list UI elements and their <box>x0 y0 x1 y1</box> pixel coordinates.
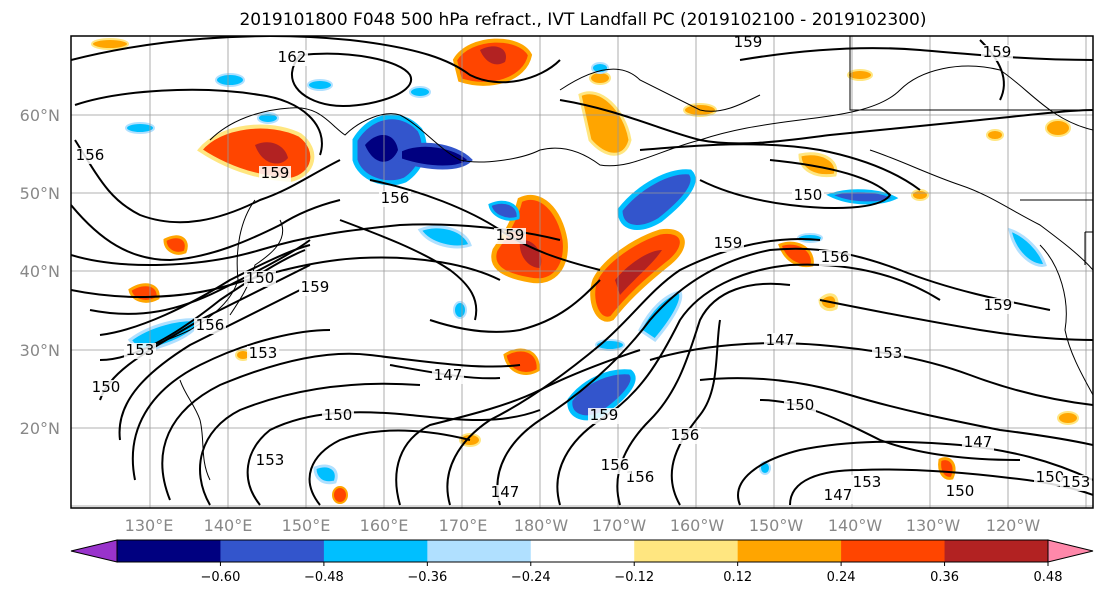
contour-label: 150 <box>1036 468 1065 486</box>
contour-label: 150 <box>246 269 275 287</box>
contour-label: 156 <box>76 146 105 164</box>
negative-anomaly <box>1008 227 1047 267</box>
contour-label: 153 <box>853 473 882 491</box>
contour-label: 156 <box>601 456 630 474</box>
longitude-label: 180°W <box>514 516 569 535</box>
longitude-label: 140°E <box>204 516 253 535</box>
colorbar-extend-high <box>1047 539 1094 563</box>
colorbar-tick-label: −0.12 <box>614 570 654 585</box>
longitude-label: 160°W <box>670 516 725 535</box>
colorbar-box <box>117 540 221 562</box>
coastlines <box>129 36 1093 481</box>
contour-label: 153 <box>126 341 155 359</box>
colorbar-tick-label: 0.48 <box>1034 570 1063 585</box>
negative-anomaly <box>488 200 520 221</box>
longitude-label: 150°W <box>749 516 804 535</box>
latitude-label: 20°N <box>20 419 60 438</box>
contour-label: 159 <box>590 406 619 424</box>
positive-anomaly <box>163 235 188 255</box>
contour-label: 159 <box>984 296 1013 314</box>
contour-label: 153 <box>249 344 278 362</box>
longitude-label: 130°E <box>125 516 174 535</box>
latitude-label: 30°N <box>20 341 60 360</box>
longitude-labels: 130°E 140°E 150°E 160°E 170°E 180°W 170°W 160°W… <box>125 516 1041 535</box>
latitude-label: 60°N <box>20 106 60 125</box>
colorbar-box <box>737 540 842 562</box>
contour-label: 156 <box>821 248 850 266</box>
latitude-labels: 60°N 50°N 40°N 30°N 20°N <box>20 106 60 438</box>
longitude-label: 120°W <box>986 516 1041 535</box>
negative-anomaly <box>398 142 473 170</box>
longitude-label: 130°W <box>906 516 961 535</box>
contour-label: 156 <box>381 189 410 207</box>
colorbar-box <box>634 540 739 562</box>
contour-label: 159 <box>714 234 743 252</box>
map-frame <box>70 35 1094 509</box>
positive-anomaly <box>578 91 632 156</box>
contour-lines <box>71 36 1093 506</box>
contour-label: 150 <box>92 378 121 396</box>
contour-label: 156 <box>626 468 655 486</box>
shaded-anomalies <box>91 38 1079 504</box>
colorbar-tick-label: 0.24 <box>827 570 856 585</box>
positive-anomaly <box>938 457 956 480</box>
longitude-label: 170°W <box>592 516 647 535</box>
colorbar: −0.60 −0.48 −0.36 −0.24 −0.12 0.12 0.24 0.36 0.4… <box>70 539 1094 585</box>
contour-label: 147 <box>824 486 853 504</box>
colorbar-tick-label: −0.48 <box>304 570 344 585</box>
contour-label: 147 <box>766 331 795 349</box>
contour-label: 156 <box>196 316 225 334</box>
negative-anomaly <box>313 464 338 485</box>
longitude-label: 160°E <box>360 516 409 535</box>
positive-anomaly <box>798 152 838 178</box>
positive-anomaly <box>128 283 160 303</box>
contour-label: 159 <box>496 226 525 244</box>
colorbar-tick-label: −0.60 <box>201 570 241 585</box>
contour-label: 150 <box>946 482 975 500</box>
colorbar-box <box>841 540 946 562</box>
colorbar-tick-label: 0.12 <box>723 570 752 585</box>
colorbar-tick-label: 0.36 <box>930 570 959 585</box>
negative-anomaly <box>417 225 472 249</box>
negative-anomaly <box>826 189 899 205</box>
colorbar-box <box>944 540 1049 562</box>
colorbar-extend-low <box>70 539 118 563</box>
map-title: 2019101800 F048 500 hPa refract., IVT La… <box>239 10 926 30</box>
contour-label: 159 <box>301 278 330 296</box>
contour-label: 159 <box>983 43 1012 61</box>
contour-label: 147 <box>491 483 520 501</box>
contour-label: 159 <box>261 164 290 182</box>
contour-label: 150 <box>324 406 353 424</box>
contour-label: 147 <box>964 433 993 451</box>
contour-label: 147 <box>434 366 463 384</box>
longitude-label: 150°E <box>282 516 331 535</box>
contour-label: 159 <box>734 33 763 51</box>
contour-label: 150 <box>794 186 823 204</box>
negative-anomaly <box>617 169 696 230</box>
colorbar-tick-label: −0.24 <box>511 570 551 585</box>
colorbar-tick-label: −0.36 <box>407 570 447 585</box>
contour-label: 156 <box>671 426 700 444</box>
colorbar-box <box>220 540 325 562</box>
colorbar-box <box>323 540 428 562</box>
longitude-label: 170°E <box>439 516 488 535</box>
contour-label: 153 <box>874 344 903 362</box>
contour-label: 153 <box>1062 473 1091 491</box>
contour-label: 153 <box>256 451 285 469</box>
latitude-label: 50°N <box>20 184 60 203</box>
latitude-label: 40°N <box>20 262 60 281</box>
colorbar-box <box>530 540 635 562</box>
longitude-label: 140°W <box>828 516 883 535</box>
colorbar-box <box>427 540 532 562</box>
contour-label: 162 <box>278 48 307 66</box>
contour-label: 150 <box>786 396 815 414</box>
